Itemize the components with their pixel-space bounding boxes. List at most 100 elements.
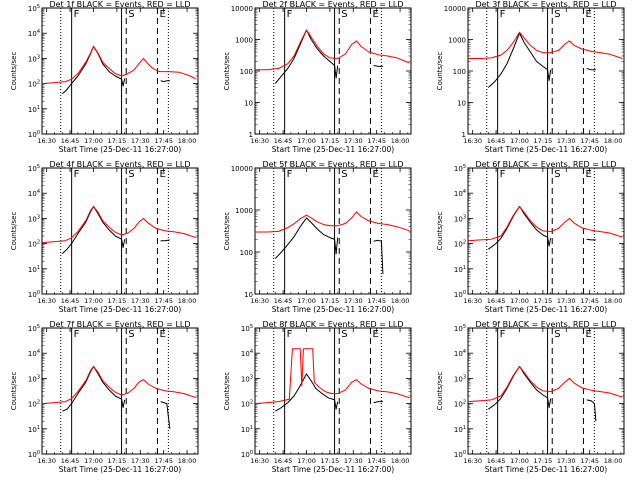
x-axis-label: Start Time (25-Dec-11 16:27:00) (59, 145, 181, 154)
y-axis-label: Counts/sec (436, 212, 444, 251)
y-tick-label: 10000 (231, 5, 253, 13)
y-tick-label: 101 (28, 265, 40, 274)
marker-label: E (372, 169, 378, 180)
y-tick-label: 105 (454, 324, 466, 333)
series-events (274, 217, 339, 259)
series-events (275, 373, 339, 412)
y-tick-label: 100 (28, 450, 40, 459)
y-tick-label: 101 (454, 265, 466, 274)
x-axis-label: Start Time (25-Dec-11 16:27:00) (485, 145, 607, 154)
x-tick-label: 16:45 (487, 457, 506, 465)
y-tick-label: 103 (28, 374, 40, 383)
y-tick-label: 100 (28, 290, 40, 299)
x-tick-label: 17:30 (557, 297, 576, 305)
x-tick-label: 16:45 (61, 457, 80, 465)
x-tick-label: 18:00 (178, 297, 197, 305)
marker-label: E (159, 329, 165, 340)
marker-label: F (287, 169, 293, 180)
y-tick-label: 104 (454, 189, 466, 198)
series-events (373, 239, 384, 275)
series-events (586, 399, 597, 422)
panel-det-1: Det 1f BLACK = Events, RED = LLD 16:30 16:… (10, 0, 199, 154)
series-events (586, 238, 596, 241)
y-tick-label: 100 (454, 290, 466, 299)
x-tick-label: 17:45 (154, 137, 173, 145)
x-tick-label: 17:15 (534, 457, 553, 465)
x-tick-label: 16:45 (61, 137, 80, 145)
x-tick-label: 18:00 (391, 457, 410, 465)
panel-det-6: Det 6f BLACK = Events, RED = LLD 16:30 16:… (436, 160, 625, 314)
marker-label: E (585, 9, 591, 20)
series-lld (467, 365, 623, 403)
x-tick-label: 16:45 (274, 297, 293, 305)
x-tick-label: 17:45 (367, 297, 386, 305)
x-tick-label: 16:30 (37, 137, 56, 145)
series-events (487, 32, 552, 88)
x-tick-label: 16:30 (250, 297, 269, 305)
x-tick-label: 17:00 (510, 297, 529, 305)
x-axis-label: Start Time (25-Dec-11 16:27:00) (59, 305, 181, 314)
x-tick-label: 17:15 (321, 137, 340, 145)
panel-title: Det 7f BLACK = Events, RED = LLD (49, 320, 190, 329)
y-axis-label: Counts/sec (10, 372, 18, 411)
series-lld (41, 205, 197, 244)
y-tick-label: 105 (241, 324, 253, 333)
x-tick-label: 17:15 (108, 457, 127, 465)
y-tick-label: 103 (454, 214, 466, 223)
y-tick-label: 100 (454, 450, 466, 459)
y-tick-label: 102 (28, 80, 40, 89)
marker-label: S (128, 169, 134, 180)
x-axis-label: Start Time (25-Dec-11 16:27:00) (485, 465, 607, 474)
x-tick-label: 18:00 (391, 137, 410, 145)
x-tick-label: 17:30 (131, 297, 150, 305)
y-tick-label: 104 (28, 349, 40, 358)
y-tick-label: 105 (28, 4, 40, 13)
x-tick-label: 17:15 (534, 137, 553, 145)
marker-label: S (554, 169, 560, 180)
marker-label: E (159, 9, 165, 20)
y-tick-label: 103 (28, 54, 40, 63)
series-events (488, 365, 552, 410)
x-tick-label: 17:45 (580, 297, 599, 305)
marker-label: F (287, 329, 293, 340)
x-tick-label: 17:00 (510, 137, 529, 145)
x-tick-label: 17:00 (510, 457, 529, 465)
x-tick-label: 17:30 (344, 457, 363, 465)
y-tick-label: 10 (244, 291, 253, 299)
x-tick-label: 17:45 (580, 137, 599, 145)
panel-det-7: Det 7f BLACK = Events, RED = LLD 16:30 16:… (10, 320, 199, 474)
marker-label: S (128, 9, 134, 20)
y-tick-label: 101 (241, 425, 253, 434)
x-tick-label: 16:45 (274, 457, 293, 465)
marker-label: E (585, 169, 591, 180)
y-tick-label: 102 (28, 400, 40, 409)
y-tick-label: 100 (453, 68, 466, 76)
x-tick-label: 17:00 (297, 457, 316, 465)
y-tick-label: 102 (454, 240, 466, 249)
marker-label: F (74, 9, 80, 20)
panel-title: Det 8f BLACK = Events, RED = LLD (262, 320, 403, 329)
marker-label: F (287, 9, 293, 20)
y-tick-label: 101 (28, 105, 40, 114)
x-tick-label: 17:15 (108, 297, 127, 305)
x-tick-label: 17:45 (367, 137, 386, 145)
y-tick-label: 1 (462, 131, 466, 139)
x-tick-label: 17:00 (84, 297, 103, 305)
plot-frame (254, 167, 412, 295)
y-tick-label: 104 (241, 349, 253, 358)
marker-label: S (554, 9, 560, 20)
y-tick-label: 1 (249, 131, 253, 139)
x-tick-label: 16:30 (463, 297, 482, 305)
series-events (160, 401, 171, 429)
panel-det-8: Det 8f BLACK = Events, RED = LLD 16:30 16:… (223, 320, 412, 474)
y-axis-label: Counts/sec (223, 212, 231, 251)
panel-det-5: Det 5f BLACK = Events, RED = LLD 16:30 16:… (223, 160, 412, 314)
marker-label: F (500, 169, 506, 180)
y-tick-label: 1000 (448, 37, 466, 45)
plot-frame (467, 167, 625, 295)
y-tick-label: 100 (28, 130, 40, 139)
y-tick-label: 104 (454, 349, 466, 358)
y-tick-label: 103 (241, 374, 253, 383)
x-tick-label: 17:15 (108, 137, 127, 145)
